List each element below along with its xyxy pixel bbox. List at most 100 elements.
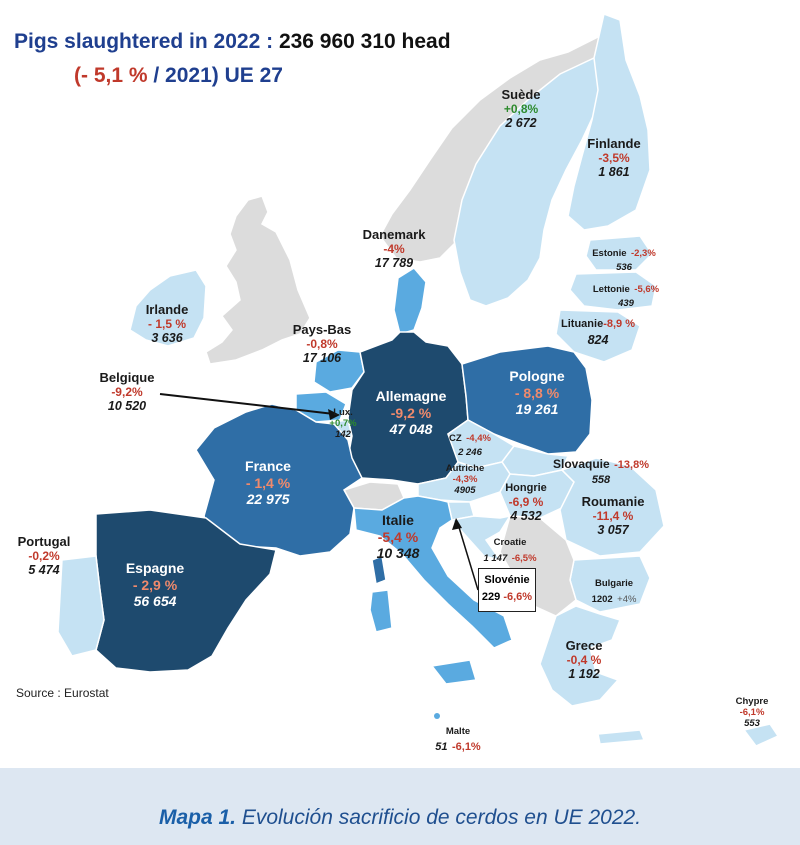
danemark-value: 17 789 xyxy=(374,256,414,271)
label-autriche: Autriche -4,3% 4905 xyxy=(446,463,485,497)
lux-change: +0,7% xyxy=(329,418,357,430)
irlande-change: - 1,5 % xyxy=(147,317,186,332)
bulgarie-change: +4% xyxy=(617,594,637,606)
malte-change: -6,1% xyxy=(451,741,481,754)
cz-name: CZ xyxy=(449,433,462,444)
allemagne-change: -9,2 % xyxy=(390,404,432,421)
region-croatia xyxy=(450,514,512,562)
estonie-change: -2,3% xyxy=(630,248,656,259)
lituanie-value: 824 xyxy=(587,332,609,347)
label-belgique: Belgique -9,2% 10 520 xyxy=(100,370,155,414)
portugal-value: 5 474 xyxy=(28,563,60,578)
pologne-change: - 8,8 % xyxy=(514,384,560,401)
allemagne-value: 47 048 xyxy=(389,421,433,438)
roumanie-change: -11,4 % xyxy=(592,509,634,524)
paysbas-value: 17 106 xyxy=(302,351,342,366)
estonie-name: Estonie xyxy=(592,248,627,259)
map-title: Pigs slaughtered in 2022 : 236 960 310 h… xyxy=(14,30,451,54)
pologne-value: 19 261 xyxy=(515,401,559,418)
france-value: 22 975 xyxy=(246,491,290,508)
region-denmark xyxy=(393,267,427,335)
slovenie-pointer-head xyxy=(452,518,462,530)
label-suede: Suède +0,8% 2 672 xyxy=(501,87,540,131)
belgique-change: -9,2% xyxy=(111,385,143,400)
region-lithuania xyxy=(555,309,641,363)
subtitle-change: - 5,1 % xyxy=(81,64,148,87)
france-change: - 1,4 % xyxy=(245,474,291,491)
label-chypre: Chypre -6,1% 553 xyxy=(736,696,769,730)
label-allemagne: Allemagne -9,2 % 47 048 xyxy=(376,388,447,438)
region-crete xyxy=(597,729,646,745)
suede-name: Suède xyxy=(501,87,541,102)
region-uk xyxy=(205,195,311,365)
belgique-pointer-head xyxy=(328,409,340,420)
source-note: Source : Eurostat xyxy=(16,686,109,700)
region-finland xyxy=(567,12,651,231)
region-greece xyxy=(539,605,622,707)
label-danemark: Danemark -4% 17 789 xyxy=(363,227,426,271)
region-sardinia xyxy=(369,589,393,633)
figure-caption: Mapa 1. Evolución sacrificio de cerdos e… xyxy=(0,806,800,830)
roumanie-value: 3 057 xyxy=(597,523,629,538)
hongrie-change: -6,9 % xyxy=(508,494,544,509)
bulgarie-value: 1202 xyxy=(591,594,613,606)
espagne-change: - 2,9 % xyxy=(132,576,178,593)
irlande-name: Irlande xyxy=(145,302,189,317)
label-hongrie: Hongrie -6,9 % 4 532 xyxy=(505,482,547,524)
autriche-name: Autriche xyxy=(445,463,485,474)
paysbas-change: -0,8% xyxy=(306,337,338,352)
slovaquie-name: Slovaquie xyxy=(553,457,610,471)
label-espagne: Espagne - 2,9 % 56 654 xyxy=(126,560,184,610)
label-italie: Italie -5,4 % 10 348 xyxy=(377,512,420,562)
lettonie-name: Lettonie xyxy=(592,284,630,295)
croatie-change: -6,5% xyxy=(511,553,537,565)
malte-name: Malte xyxy=(445,726,471,737)
map-area: Pigs slaughtered in 2022 : 236 960 310 h… xyxy=(14,12,780,754)
map-subtitle: (- 5,1 % / 2021) UE 27 xyxy=(74,64,283,88)
subtitle-open: ( xyxy=(74,64,81,87)
grece-name: Grece xyxy=(565,638,603,653)
espagne-value: 56 654 xyxy=(133,593,177,610)
region-romania xyxy=(559,457,665,557)
cz-value: 2 246 xyxy=(458,446,482,458)
region-malta xyxy=(434,713,440,719)
title-total: 236 960 310 head xyxy=(278,30,451,53)
belgique-name: Belgique xyxy=(99,370,155,385)
region-corsica xyxy=(371,554,387,586)
belgique-value: 10 520 xyxy=(107,399,147,414)
suede-change: +0,8% xyxy=(503,102,539,117)
lux-name: Lux. xyxy=(333,407,353,418)
italie-value: 10 348 xyxy=(376,545,420,562)
label-croatie: Croatie 1 147 -6,5% xyxy=(483,537,536,567)
suede-value: 2 672 xyxy=(505,116,537,131)
europe-map xyxy=(57,12,780,747)
label-finlande: Finlande -3,5% 1 861 xyxy=(587,136,640,180)
bulgarie-name: Bulgarie xyxy=(594,578,633,589)
grece-change: -0,4 % xyxy=(566,653,602,668)
lux-value: 142 xyxy=(335,429,351,441)
region-sicily xyxy=(430,659,477,685)
label-lituanie: Lituanie-8,9 % 824 xyxy=(561,314,635,348)
label-france: France - 1,4 % 22 975 xyxy=(245,458,291,508)
cz-change: -4,4% xyxy=(466,433,491,444)
estonie-value: 536 xyxy=(616,261,632,273)
malte-value: 51 xyxy=(435,741,448,754)
title-prefix: Pigs slaughtered in 2022 : xyxy=(14,30,274,53)
hongrie-value: 4 532 xyxy=(510,509,542,524)
grece-value: 1 192 xyxy=(568,667,600,682)
lettonie-value: 439 xyxy=(618,297,634,309)
label-portugal: Portugal -0,2% 5 474 xyxy=(18,534,71,578)
subtitle-rest: / 2021) UE 27 xyxy=(153,64,283,87)
label-paysbas: Pays-Bas -0,8% 17 106 xyxy=(293,322,352,366)
chypre-name: Chypre xyxy=(735,696,769,707)
label-grece: Grece -0,4 % 1 192 xyxy=(566,638,603,682)
lituanie-name: Lituanie xyxy=(561,318,604,330)
italie-change: -5,4 % xyxy=(377,528,419,545)
italie-name: Italie xyxy=(382,512,414,528)
region-ireland xyxy=(129,269,207,347)
region-estonia xyxy=(585,235,653,271)
slovaquie-change: -13,8% xyxy=(614,459,649,471)
caption-text: Evolución sacrificio de cerdos en UE 202… xyxy=(241,806,642,829)
label-estonie: Estonie -2,3% 536 xyxy=(592,243,656,273)
lettonie-change: -5,6% xyxy=(634,284,660,295)
